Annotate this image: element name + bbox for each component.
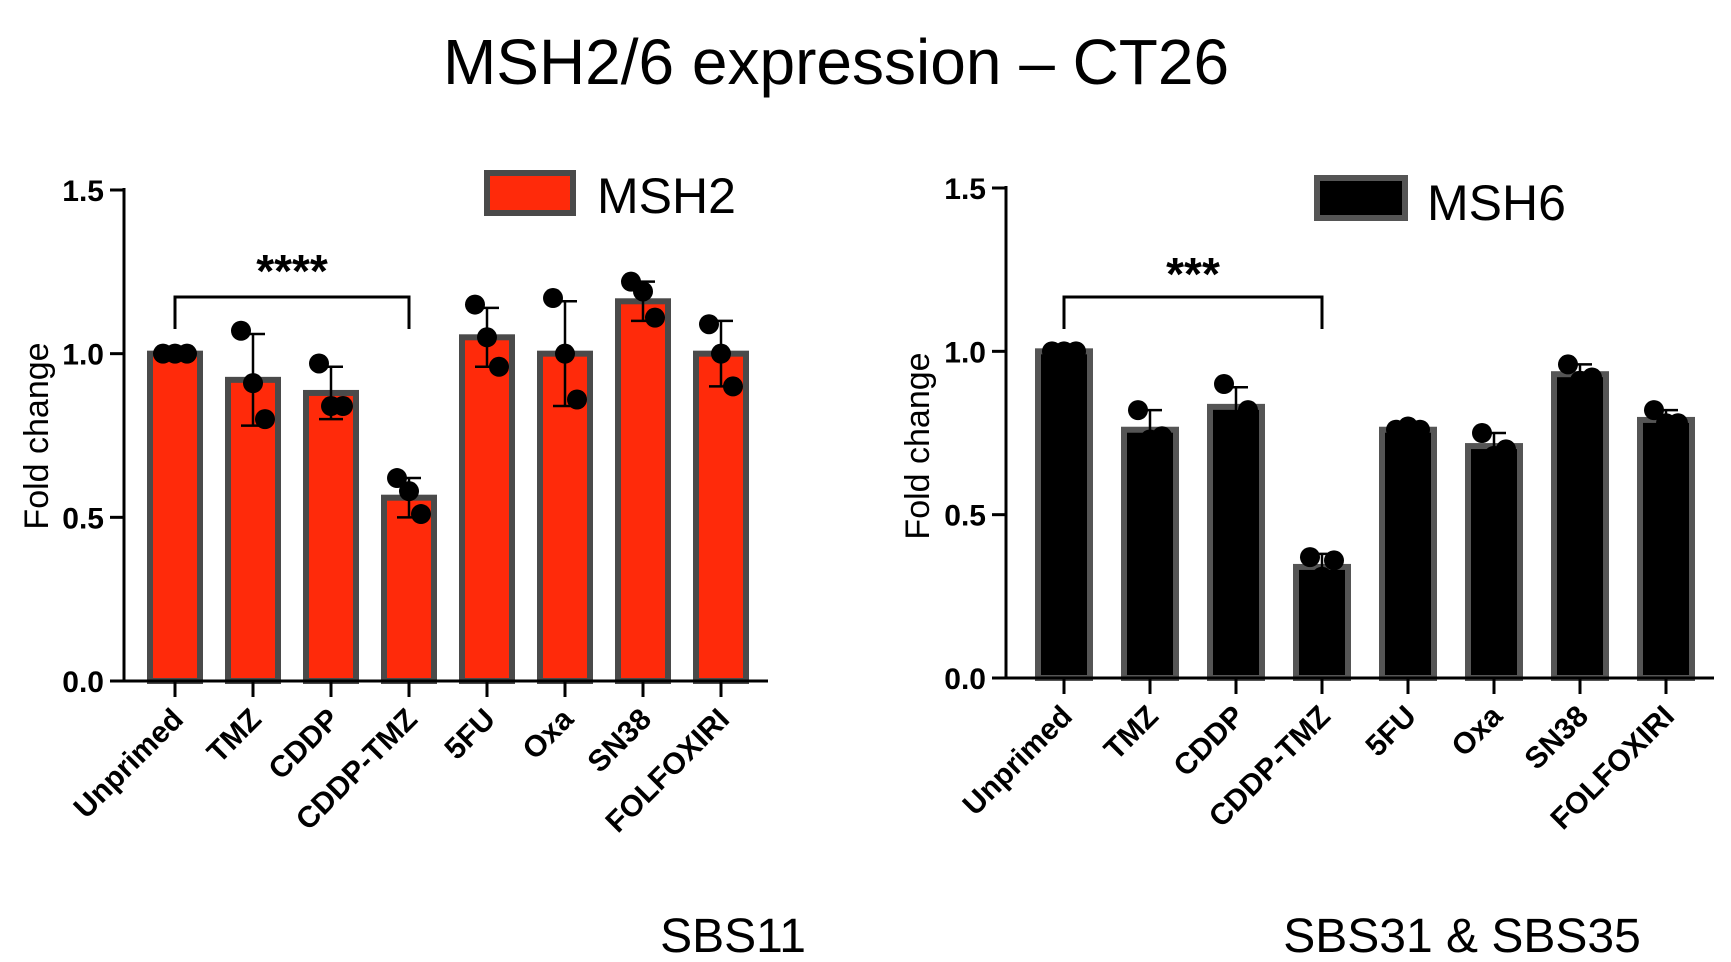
legend: MSH6: [1314, 175, 1566, 231]
bar-sn38: [1551, 371, 1609, 681]
data-point: [555, 343, 575, 364]
y-tick-label: 0.5: [944, 500, 986, 533]
data-point: [255, 409, 275, 430]
data-point: [399, 481, 419, 502]
bar-oxa: [1465, 443, 1523, 682]
data-point: [309, 353, 329, 374]
data-point: [543, 288, 563, 309]
legend: MSH2: [484, 168, 736, 224]
data-point: [243, 373, 263, 394]
bar-cddp: [1207, 403, 1265, 681]
x-tick-label-5fu: 5FU: [439, 703, 502, 766]
data-point: [1312, 566, 1332, 587]
x-tick-label-unprimed: Unprimed: [957, 700, 1079, 822]
y-tick-label: 0.0: [62, 666, 104, 699]
bar-cddp: [303, 389, 359, 684]
data-point: [333, 396, 353, 417]
data-point: [1496, 439, 1516, 460]
bracket-line: [173, 295, 411, 329]
chart-caption: SBS11: [660, 910, 806, 962]
data-point: [567, 389, 587, 410]
data-point: [1668, 413, 1688, 434]
data-point: [1066, 341, 1086, 362]
data-point: [1582, 367, 1602, 388]
data-point: [387, 468, 407, 489]
y-tick-label: 1.5: [62, 175, 104, 208]
y-tick-label: 0.5: [62, 502, 104, 535]
significance-bracket: ***: [1062, 248, 1324, 329]
data-point: [1410, 419, 1430, 440]
legend-label: MSH6: [1427, 175, 1566, 231]
significance-stars: ****: [256, 245, 328, 297]
legend-swatch: [484, 170, 576, 216]
data-point: [1324, 550, 1344, 571]
x-tick-label-oxa: Oxa: [1446, 699, 1510, 763]
data-point: [711, 343, 731, 364]
bar-5fu: [459, 334, 515, 684]
bracket-line: [1062, 295, 1324, 329]
bar-sn38: [615, 298, 671, 684]
data-point: [633, 281, 653, 302]
data-point: [1152, 426, 1172, 447]
data-point: [645, 307, 665, 328]
data-point: [411, 504, 431, 525]
significance-bracket: ****: [173, 245, 411, 329]
y-tick-label: 1.0: [944, 336, 986, 369]
data-point: [723, 376, 743, 397]
y-axis-label: Fold change: [899, 352, 937, 539]
bar-tmz: [225, 376, 281, 684]
data-point: [1558, 354, 1578, 375]
bar-unprimed: [147, 350, 203, 684]
data-point: [1226, 413, 1246, 434]
data-point: [1128, 400, 1148, 421]
bar-unprimed: [1035, 348, 1093, 681]
y-tick-label: 0.0: [944, 663, 986, 696]
data-point: [1472, 423, 1492, 443]
y-axis-label: Fold change: [18, 342, 56, 529]
x-tick-label-unprimed: Unprimed: [68, 703, 190, 825]
x-tick-label-oxa: Oxa: [517, 702, 581, 766]
x-tick-label-tmz: TMZ: [201, 703, 268, 770]
data-point: [1214, 374, 1234, 394]
x-tick-label-cddp: CDDP: [1168, 700, 1251, 783]
bar-5fu: [1379, 426, 1437, 681]
legend-label: MSH2: [597, 168, 736, 224]
data-point: [477, 327, 497, 348]
bar-tmz: [1121, 426, 1179, 681]
data-point: [699, 314, 719, 335]
data-point: [1644, 400, 1664, 421]
data-point: [489, 356, 509, 377]
legend-swatch: [1314, 175, 1408, 221]
data-point: [1300, 547, 1320, 568]
figure-title: MSH2/6 expression – CT26: [443, 26, 1229, 98]
y-tick-label: 1.0: [62, 339, 104, 372]
y-tick-label: 1.5: [944, 173, 986, 206]
x-tick-label-tmz: TMZ: [1098, 700, 1165, 767]
data-point: [1238, 400, 1258, 421]
bar-cddp-tmz: [381, 494, 437, 684]
data-point: [177, 343, 197, 364]
data-point: [231, 320, 251, 341]
chart-caption: SBS31 & SBS35: [1283, 910, 1641, 962]
x-tick-label-5fu: 5FU: [1360, 700, 1423, 763]
data-point: [465, 294, 485, 315]
x-tick-label-sn38: SN38: [1519, 700, 1595, 776]
significance-stars: ***: [1166, 248, 1220, 300]
bar-folfoxiri: [1637, 416, 1695, 681]
bar-folfoxiri: [693, 350, 749, 684]
